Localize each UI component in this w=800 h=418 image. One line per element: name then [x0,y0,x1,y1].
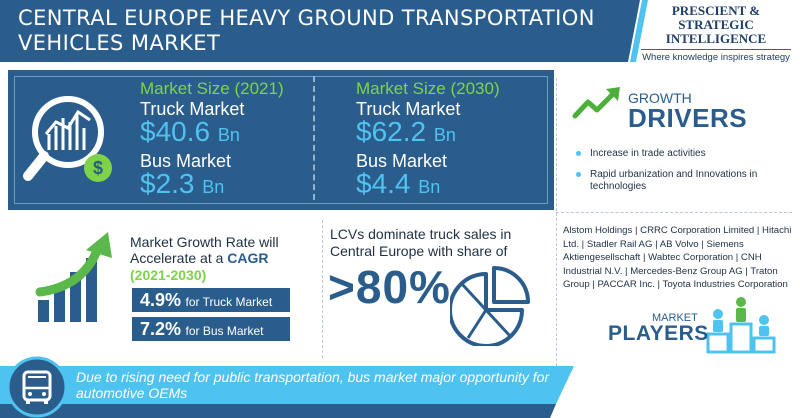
truck-market-2021-value: $40.6 Bn [140,116,240,148]
logo-line2: INTELLIGENCE [665,31,767,46]
cagr-truck-box: 4.9% for Truck Market [132,288,290,312]
growth-driver-item: Increase in trade activities [574,148,796,160]
truck-2021-unit: Bn [217,125,240,145]
bus-market-2030-value: $4.4 Bn [356,168,440,200]
bus-2021-unit: Bn [202,177,225,197]
pie-chart-icon [450,266,530,346]
header-slant-shape [600,0,648,62]
market-players-title-top: MARKET [652,312,698,324]
bus-market-2021-label: Bus Market [140,151,232,171]
logo-line1: PRESCIENT & STRATEGIC [671,3,761,32]
market-players-title-bottom: PLAYERS [608,322,709,345]
company-logo: PRESCIENT & STRATEGIC INTELLIGENCE Where… [636,3,796,63]
growth-drivers-title-bottom: DRIVERS [628,103,748,133]
market-players-list: Alstom Holdings | CRRC Corporation Limit… [563,225,792,290]
growth-drivers-list: Increase in trade activities Rapid urban… [574,148,796,202]
header-bar: CENTRAL EUROPE HEAVY GROUND TRANSPORTATI… [0,0,628,62]
growth-drivers-title-top: GROWTH [628,90,692,106]
section-divider-horizontal [556,212,792,213]
cagr-bus-box: 7.2% for Bus Market [132,317,290,341]
bus-icon [6,356,68,418]
lcv-share-value: >80% [328,261,451,313]
banner-text: Due to rising need for public transporta… [76,369,550,401]
podium-people-icon [706,297,776,354]
truck-2021-amount: $40.6 [140,116,211,147]
trend-arrow-icon [572,87,620,119]
logo-tagline: Where knowledge inspires strategy [642,52,790,63]
truck-market-2030-label: Truck Market [356,99,461,119]
truck-2030-unit: Bn [433,125,456,145]
bar-growth-arrow-icon [35,232,112,322]
cagr-bus-label: for Bus Market [185,324,264,338]
logo-divider [641,49,791,50]
truck-2030-amount: $62.2 [356,116,427,147]
growth-driver-item: Rapid urbanization and Innovations in te… [574,169,796,193]
bus-market-2030-label: Bus Market [356,151,448,171]
bus-2021-amount: $2.3 [140,168,195,199]
market-size-2021-label: Market Size (2021) [140,79,284,98]
cagr-description: Market Growth Rate will Accelerate at a … [130,234,330,266]
svg-text:$: $ [93,158,103,178]
section-divider-vertical [556,78,557,366]
market-size-frame [14,76,548,204]
market-size-2030-label: Market Size (2030) [356,79,500,98]
cagr-text-start: Market Growth Rate will Accelerate at a [130,234,279,266]
bus-2030-unit: Bn [418,177,441,197]
truck-market-2030-value: $62.2 Bn [356,116,456,148]
page-title: CENTRAL EUROPE HEAVY GROUND TRANSPORTATI… [18,6,595,55]
cagr-truck-pct: 4.9% [140,290,182,310]
bottom-banner [0,366,574,418]
cagr-highlight: CAGR [227,250,269,266]
cagr-truck-label: for Truck Market [185,295,273,309]
magnifier-chart-dollar-icon: $ [23,96,112,182]
market-size-divider [313,76,315,200]
cagr-bus-pct: 7.2% [140,319,182,339]
lcv-description: LCVs dominate truck sales in Central Eur… [330,226,512,259]
bus-market-2021-value: $2.3 Bn [140,168,224,200]
bus-2030-amount: $4.4 [356,168,411,199]
section-divider-middle [322,220,323,358]
truck-market-2021-label: Truck Market [140,99,245,119]
cagr-period: (2021-2030) [130,267,207,283]
